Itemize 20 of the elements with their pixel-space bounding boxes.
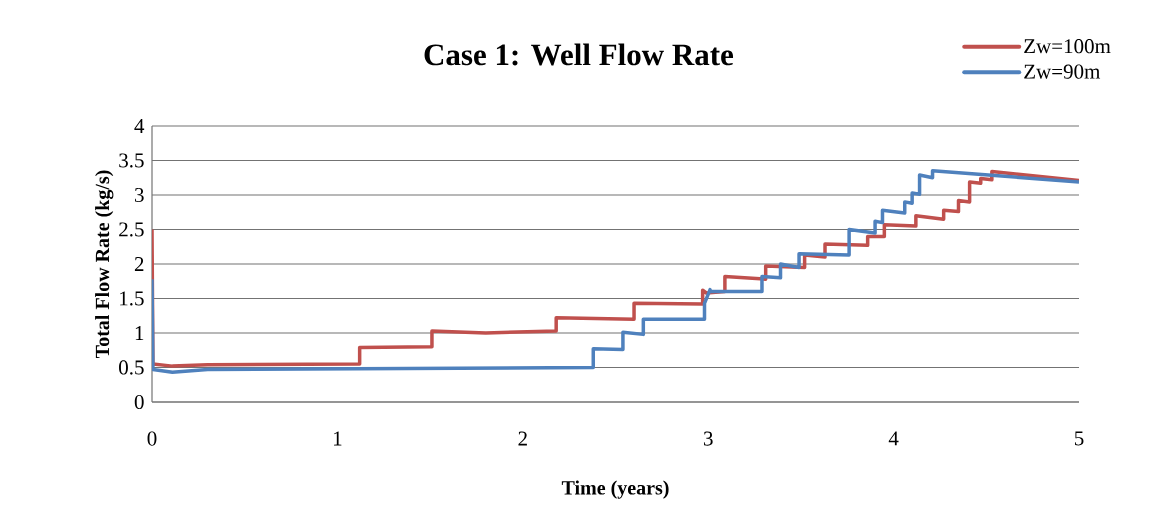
legend-label: Zw=100m bbox=[1024, 39, 1111, 54]
y-tick-label: 3 bbox=[134, 187, 144, 203]
y-tick-label: 0 bbox=[134, 394, 144, 410]
x-tick-label: 5 bbox=[1074, 431, 1084, 446]
y-tick-label: 4 bbox=[134, 119, 145, 133]
x-tick-label: 3 bbox=[703, 431, 713, 446]
y-tick-label: 1.5 bbox=[120, 291, 144, 306]
y-tick-label: 1 bbox=[135, 326, 144, 340]
y-tick-label: 2 bbox=[134, 257, 144, 271]
legend-label: Zw=90m bbox=[1024, 64, 1101, 79]
x-axis-title: Time (years) bbox=[561, 480, 669, 499]
y-axis-title: Total Flow Rate (kg/s) bbox=[95, 170, 114, 359]
x-tick-label: 0 bbox=[147, 431, 157, 446]
y-tick-label: 0.5 bbox=[119, 360, 144, 375]
y-tick-label: 2.5 bbox=[119, 222, 144, 237]
y-tick-label: 3.5 bbox=[119, 153, 144, 168]
x-tick-label: 2 bbox=[518, 431, 527, 446]
x-tick-label: 4 bbox=[888, 431, 899, 446]
chart-title: Case 1: Well Flow Rate bbox=[424, 43, 734, 66]
x-tick-label: 1 bbox=[334, 431, 342, 446]
